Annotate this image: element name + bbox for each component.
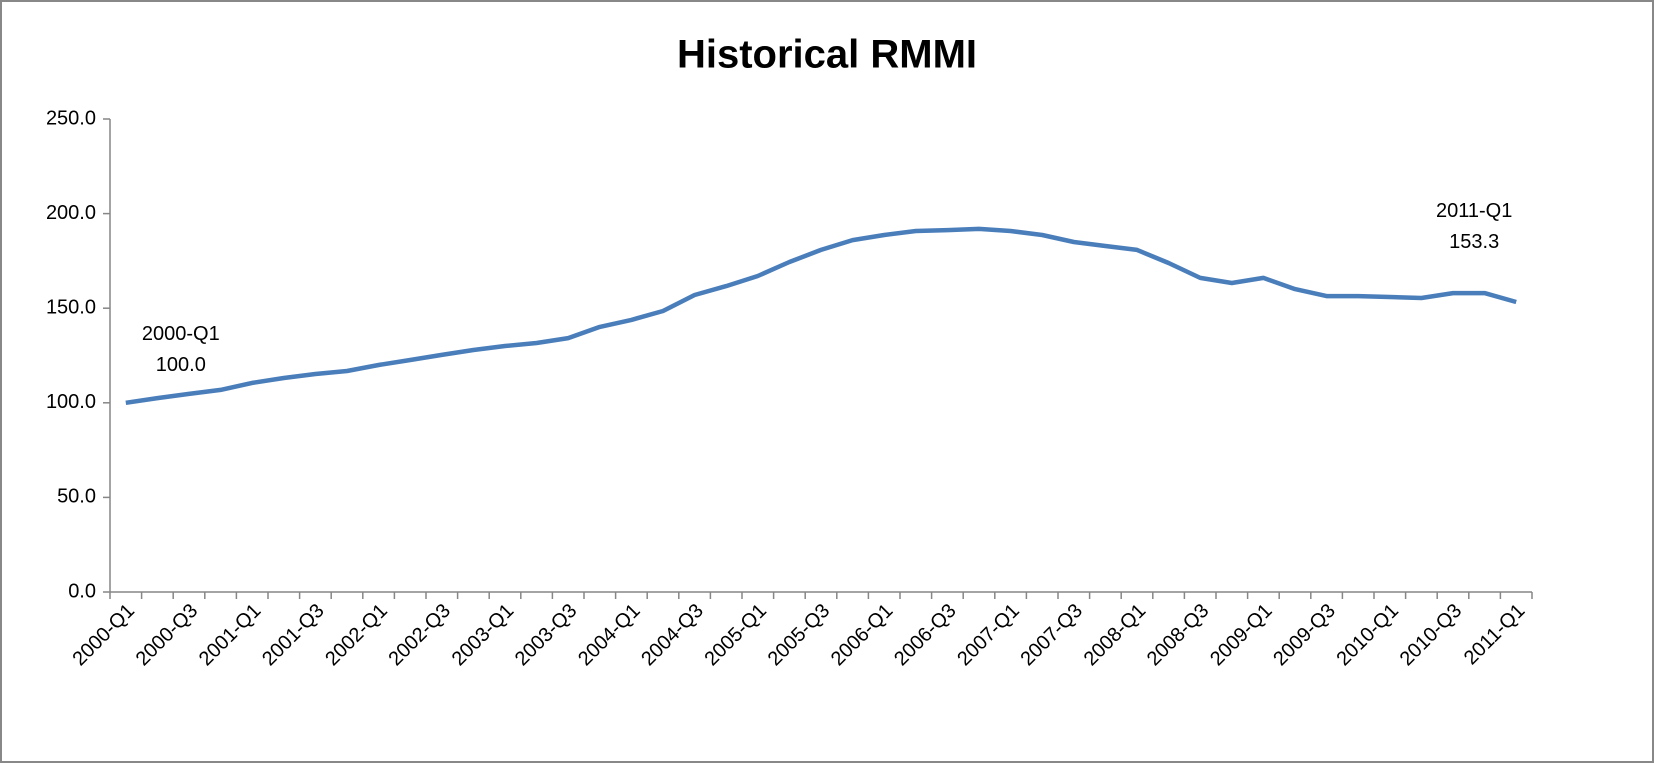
annotation-category: 2011-Q1	[1436, 200, 1512, 222]
data-label: 153.3	[1449, 231, 1499, 253]
annotation-category: 2000-Q1	[142, 323, 220, 345]
y-tick-label: 100.0	[46, 391, 96, 413]
y-tick-label: 0.0	[68, 580, 96, 602]
data-label: 100.0	[156, 354, 206, 376]
y-tick-label: 250.0	[46, 107, 96, 129]
y-tick-label: 200.0	[46, 202, 96, 224]
y-tick-label: 50.0	[57, 486, 96, 508]
data-line	[125, 226, 1517, 406]
chart-title: Historical RMMI	[677, 33, 977, 77]
y-tick-label: 150.0	[46, 296, 96, 318]
